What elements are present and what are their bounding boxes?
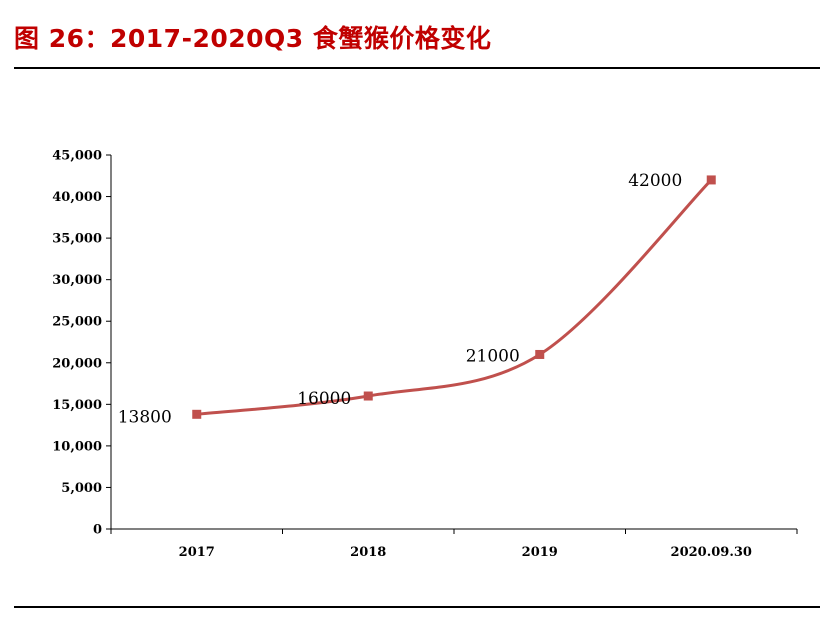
y-tick-label: 15,000	[52, 398, 102, 413]
data-point-marker	[192, 409, 202, 419]
x-tick-label: 2020.09.30	[671, 545, 752, 560]
figure-title: 图 26：2017-2020Q3 食蟹猴价格变化	[14, 24, 492, 53]
top-rule	[14, 67, 820, 69]
y-tick-label: 40,000	[52, 190, 102, 205]
y-tick-label: 5,000	[61, 481, 102, 496]
y-tick-label: 10,000	[52, 439, 102, 454]
data-label: 42000	[628, 171, 682, 191]
bottom-rule	[14, 606, 820, 608]
data-label: 21000	[466, 346, 520, 366]
y-tick-label: 25,000	[52, 315, 102, 330]
data-label-layer: 13800 16000 21000 42000	[118, 171, 683, 427]
y-tick-label: 20,000	[52, 356, 102, 371]
x-tick-label: 2018	[350, 545, 386, 560]
y-tick-label: 30,000	[52, 273, 102, 288]
series-line	[195, 178, 713, 416]
data-point-marker	[706, 175, 716, 185]
x-tick-label: 2017	[179, 545, 215, 560]
y-tick-label: 35,000	[52, 232, 102, 247]
y-axis: 0 5,000 10,000 15,000 20,000 25,000 30,000 35,0…	[52, 149, 112, 538]
data-point-marker	[363, 391, 373, 401]
data-point-marker	[535, 349, 545, 359]
x-tick-label: 2019	[522, 545, 558, 560]
y-tick-label: 0	[93, 523, 102, 538]
series-layer	[192, 175, 716, 419]
data-label: 13800	[118, 407, 172, 427]
y-tick-label: 45,000	[52, 149, 102, 164]
data-label: 16000	[297, 389, 351, 409]
x-axis: 2017 2018 2019 2020.09.30	[110, 528, 798, 560]
